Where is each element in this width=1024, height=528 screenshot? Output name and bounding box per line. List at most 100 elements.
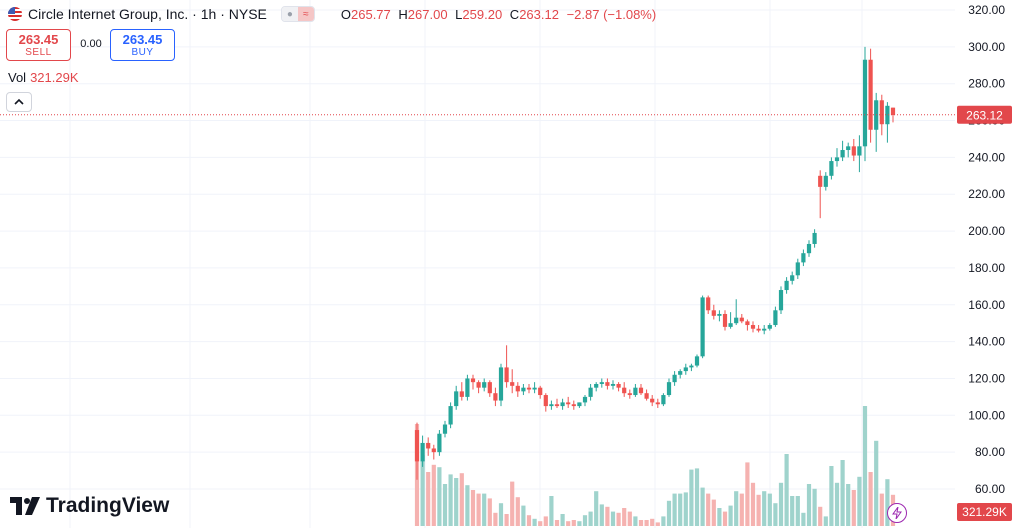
sell-button[interactable]: 263.45 SELL <box>6 29 71 61</box>
candle-body <box>470 378 476 383</box>
low-value: 259.20 <box>462 6 503 22</box>
candle-body <box>510 382 515 386</box>
volume-bar <box>482 493 487 526</box>
price-tick-label: 280.00 <box>968 77 1005 91</box>
buy-button[interactable]: 263.45 BUY <box>110 29 175 61</box>
candle-body <box>666 382 672 396</box>
candle-body <box>650 398 655 403</box>
candle-body <box>560 402 565 407</box>
volume-bar <box>566 521 571 526</box>
volume-bar <box>812 488 817 526</box>
volume-bar <box>616 512 621 526</box>
collapse-legend-button[interactable] <box>6 92 32 112</box>
tradingview-logo-icon <box>10 497 40 515</box>
candle-body <box>801 253 806 263</box>
lightning-button[interactable] <box>887 503 907 523</box>
chart-grid <box>0 0 955 528</box>
candle-body <box>498 367 504 401</box>
candle-body <box>442 424 448 434</box>
candle-body <box>790 275 795 281</box>
market-status-pill[interactable]: ● ≈ <box>280 6 315 22</box>
volume-bar <box>734 491 739 526</box>
volume-bar <box>510 481 515 526</box>
candle-body <box>515 385 520 392</box>
candle-body <box>459 391 464 397</box>
candle-body <box>700 297 705 357</box>
low-label: L <box>455 6 463 22</box>
last-price-marker: 263.12 321.29K <box>0 105 1012 521</box>
candle-body <box>638 387 644 394</box>
volume-bar <box>762 491 767 526</box>
tradingview-logo[interactable]: TradingView <box>10 494 169 518</box>
volume-bar <box>526 515 532 526</box>
volume-bar <box>683 492 688 526</box>
volume-bar <box>778 482 784 526</box>
high-value: 267.00 <box>407 6 448 22</box>
symbol-title[interactable]: Circle Internet Group, Inc. · 1h · NYSE <box>28 6 267 22</box>
candle-body <box>678 371 683 375</box>
candle-body <box>616 383 621 388</box>
close-label: C <box>509 6 520 22</box>
volume-bar <box>851 490 856 526</box>
candle-body <box>661 395 666 405</box>
candle-body <box>734 317 739 324</box>
volume-bar <box>638 520 644 526</box>
candle-body <box>795 262 800 276</box>
candle-body <box>784 280 789 291</box>
volume-bar <box>538 521 543 526</box>
volume-bar <box>599 504 604 526</box>
candle-body <box>566 402 571 405</box>
volume-bar <box>868 472 873 526</box>
volume-bar <box>515 497 520 526</box>
candle-body <box>577 402 582 407</box>
candle-body <box>857 146 862 156</box>
volume-bar <box>610 511 616 526</box>
candle-body <box>431 448 436 453</box>
volume-bar <box>459 473 464 526</box>
volume-bar <box>655 522 660 526</box>
candle-body <box>588 387 593 397</box>
volume-bar <box>795 496 800 526</box>
close-value: 263.12 <box>519 6 559 22</box>
ohlc-values: O265.77 H267.00 L259.20 C263.12 −2.87 (−… <box>341 7 656 22</box>
spread-value: 0.00 <box>80 38 102 50</box>
price-tick-label: 100.00 <box>968 408 1005 422</box>
price-tick-label: 240.00 <box>968 150 1005 164</box>
volume-bar <box>700 487 705 526</box>
buy-price: 263.45 <box>122 31 163 47</box>
candle-body <box>504 367 509 383</box>
candle-body <box>694 356 700 366</box>
volume-bar <box>829 466 834 526</box>
candle-body <box>543 395 548 407</box>
volume-bar <box>773 503 778 526</box>
volume-bar <box>504 514 509 526</box>
volume-bar <box>806 484 812 526</box>
volume-bar <box>834 482 840 526</box>
candle-body <box>493 393 498 401</box>
price-tick-label: 140.00 <box>968 335 1005 349</box>
candle-body <box>762 328 767 331</box>
volume-bar <box>879 493 884 526</box>
candle-body <box>778 290 784 311</box>
candle-body <box>526 387 532 390</box>
volume-bar <box>846 484 851 526</box>
logo-text: TradingView <box>46 494 170 517</box>
volume-bar <box>862 406 868 526</box>
volume-bar <box>661 516 666 526</box>
candle-body <box>756 328 761 331</box>
candle-body <box>862 59 868 147</box>
candle-body <box>750 325 756 329</box>
price-tick-label: 320.00 <box>968 3 1005 17</box>
candle-body <box>823 175 828 187</box>
candle-body <box>672 374 677 383</box>
price-tick-label: 80.00 <box>975 445 1005 459</box>
candle-body <box>487 382 492 394</box>
candle-body <box>655 402 660 405</box>
candle-body <box>644 393 649 399</box>
volume-bar <box>622 508 627 526</box>
volume-tag <box>957 503 1012 521</box>
candle-body <box>420 442 425 462</box>
candle-body <box>633 387 638 396</box>
change-value: −2.87 (−1.08%) <box>566 6 657 22</box>
